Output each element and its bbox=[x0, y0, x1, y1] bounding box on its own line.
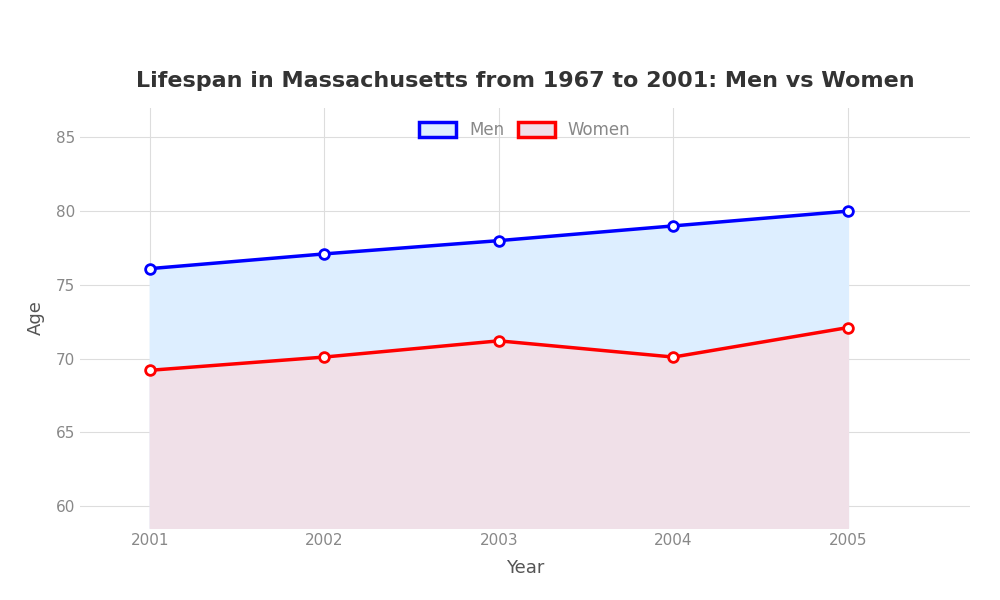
Y-axis label: Age: Age bbox=[27, 301, 45, 335]
Title: Lifespan in Massachusetts from 1967 to 2001: Men vs Women: Lifespan in Massachusetts from 1967 to 2… bbox=[136, 71, 914, 91]
Legend: Men, Women: Men, Women bbox=[414, 116, 636, 145]
X-axis label: Year: Year bbox=[506, 559, 544, 577]
